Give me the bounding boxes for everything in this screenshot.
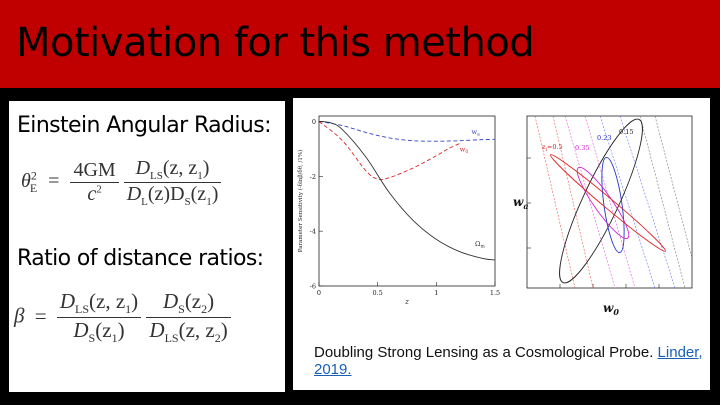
- heading-distance-ratios: Ratio of distance ratios:: [17, 246, 264, 271]
- eq1-fraction-2: DLS(z, z1) DL(z)DS(z1): [123, 157, 222, 208]
- plot1-xtick-label-1: 0.5: [372, 289, 382, 297]
- eq2-f1-den-close: ): [117, 318, 125, 343]
- contour-label-z023: 0.23: [597, 134, 611, 142]
- eq1-f1-den: c: [87, 183, 97, 205]
- eq2-f2-num-args: (z: [184, 289, 202, 313]
- equations-panel: Einstein Angular Radius: θ2E = 4GM c2 DL…: [9, 101, 285, 392]
- eq1-f2-num-sub: LS: [150, 170, 163, 182]
- caption-citation-link[interactable]: Linder, 2019.: [314, 344, 703, 378]
- eq1-f2-den-sub: L: [141, 196, 148, 208]
- plot2-guide-red-1: [534, 115, 576, 289]
- eq2-f1-den-args: (z: [95, 318, 112, 343]
- eq2-f2-den-args-sub: 2: [214, 331, 221, 346]
- eq1-f2-num-args-sub: 1: [197, 170, 203, 182]
- eq2-f1-den-sub: S: [88, 331, 96, 346]
- plot1-ytick-label-1: -2: [310, 173, 316, 181]
- plot1-xtick-label-3: 1.5: [490, 289, 500, 297]
- plot2-guide-gray-1: [639, 115, 686, 289]
- plot1-series-label-0: wa: [472, 128, 481, 138]
- plot1-frame: [318, 115, 496, 287]
- eq2-equals: =: [34, 303, 47, 328]
- eq1-f2-num-args: (z, z: [162, 157, 198, 179]
- eq2-f1-num-close: ): [131, 289, 139, 313]
- eq2-f2-den-args: (z, z: [178, 318, 215, 343]
- plot1-xtick-label-2: 1: [434, 289, 438, 297]
- contour-plot: zl=0.5 0.35 0.23 0.15 wa w0: [513, 115, 693, 317]
- eq1-f2-den: D: [126, 183, 142, 205]
- equation-distance-ratio: β = DLS(z, z1) DS(z1) DS(z2) DLS(z, z2): [14, 289, 231, 346]
- plot1-ytick-label-3: -6: [310, 283, 316, 291]
- plot1-series-line-0: [318, 121, 496, 142]
- plot1-series-line-2: [318, 121, 496, 261]
- contour-label-z05: zl=0.5: [542, 143, 563, 153]
- eq2-f2-num: D: [162, 289, 179, 313]
- eq2-f2-num-args-sub: 2: [201, 302, 208, 317]
- plot1-ylabel: Parameter Sensitivity (-δlnβ/δθ, /1%): [297, 150, 304, 253]
- plot2-guide-magenta-1: [564, 115, 616, 289]
- eq1-lhs-sup: 2: [30, 168, 37, 183]
- plot1-xlabel: z: [404, 298, 409, 306]
- plot2-guide-red-2: [552, 115, 594, 289]
- plot1-series-label-2: Ωm: [475, 240, 485, 250]
- eq1-fraction-1: 4GM c2: [70, 159, 119, 206]
- plot2-guide-magenta-2: [584, 115, 636, 289]
- caption-text: Doubling Strong Lensing as a Cosmologica…: [314, 344, 658, 361]
- eq2-f1-num: D: [59, 289, 75, 313]
- contour-label-z015: 0.15: [619, 128, 633, 136]
- plot1-xtick-label-0: 0: [317, 289, 321, 297]
- plot2-ylabel: wa: [513, 195, 529, 211]
- eq1-f1-den-sup: 2: [96, 183, 102, 196]
- equation-einstein-radius: θ2E = 4GM c2 DLS(z, z1) DL(z)DS(z1): [21, 157, 222, 208]
- eq2-f2-num-close: ): [207, 289, 215, 313]
- eq1-f2-den-arg: (z)D: [147, 183, 185, 205]
- eq2-fraction-2: DS(z2) DLS(z, z2): [146, 289, 231, 346]
- eq1-f2-den-sub2: S: [184, 196, 191, 208]
- figure-caption: Doubling Strong Lensing as a Cosmologica…: [314, 344, 708, 378]
- eq1-f1-num: 4GM: [70, 159, 119, 183]
- plot1-ytick-label-0: 0: [312, 118, 316, 126]
- eq1-f2-den-close: ): [211, 183, 219, 205]
- eq1-f2-den-args-sub: 1: [206, 196, 212, 208]
- plot2-guide-gray-2: [654, 115, 693, 259]
- eq1-lhs: θ: [21, 170, 31, 193]
- slide-title: Motivation for this method: [16, 20, 535, 66]
- eq1-f2-den-args: (z: [190, 183, 207, 205]
- eq2-f1-den-args-sub: 1: [111, 331, 118, 346]
- contour-ellipse-z035: [576, 166, 630, 240]
- sensitivity-plot: Parameter Sensitivity (-δlnβ/δθ, /1%) z …: [297, 115, 500, 306]
- eq1-f2-num: D: [135, 157, 151, 179]
- eq2-f2-den: D: [149, 318, 165, 343]
- eq2-f1-num-args: (z, z: [89, 289, 126, 313]
- plot1-series-line-1: [318, 121, 460, 181]
- eq2-f1-num-args-sub: 1: [125, 302, 132, 317]
- eq2-lhs: β: [14, 303, 25, 328]
- eq1-equals: =: [48, 170, 60, 193]
- plot1-ytick-label-2: -4: [310, 228, 316, 236]
- eq2-f1-num-sub: LS: [74, 302, 89, 317]
- eq2-f2-num-sub: S: [178, 302, 185, 317]
- plot1-series-label-1: w0: [460, 146, 469, 156]
- plot2-xlabel: w0: [603, 301, 619, 317]
- plot2-frame: [526, 115, 693, 289]
- eq1-lhs-sub: E: [29, 181, 38, 196]
- contour-ellipse-z05: [550, 154, 666, 252]
- eq2-fraction-1: DLS(z, z1) DS(z1): [56, 289, 142, 346]
- eq2-f2-den-sub: LS: [164, 331, 179, 346]
- contour-label-z035: 0.35: [575, 144, 589, 152]
- eq1-f2-num-close: ): [202, 157, 210, 179]
- plot2-guide-blue-2: [619, 115, 676, 289]
- heading-einstein-radius: Einstein Angular Radius:: [17, 113, 272, 138]
- eq2-f1-den: D: [73, 318, 89, 343]
- figure-panel: Parameter Sensitivity (-δlnβ/δθ, /1%) z …: [293, 98, 710, 390]
- eq2-f2-den-close: ): [220, 318, 228, 343]
- title-bar: Motivation for this method: [0, 0, 720, 88]
